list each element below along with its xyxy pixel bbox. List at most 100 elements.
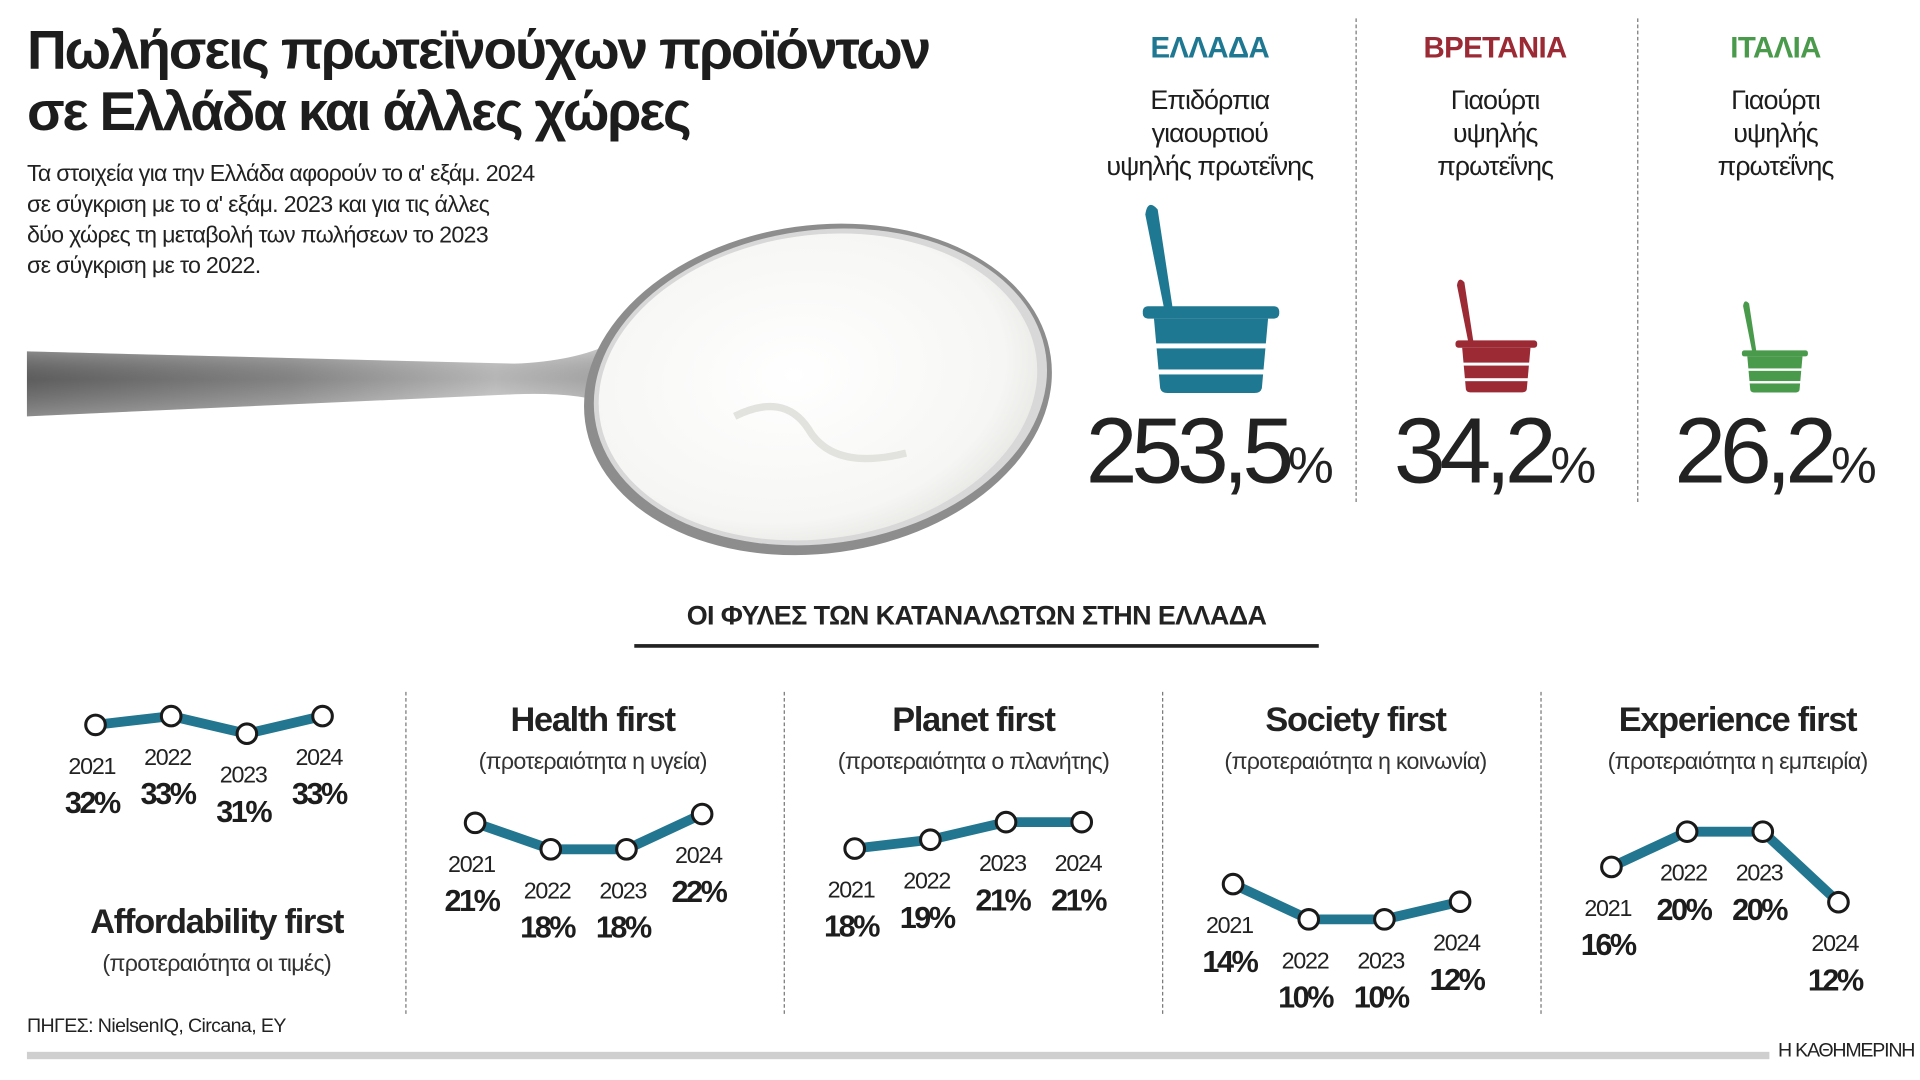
value-label: 32% xyxy=(65,786,121,820)
series-line xyxy=(473,809,705,855)
year-label: 2024 xyxy=(1811,930,1859,956)
chart-subtitle: (προτεραιότητα η υγεία) xyxy=(478,749,708,776)
data-point xyxy=(843,837,867,860)
data-point xyxy=(159,704,183,728)
year-label: 2022 xyxy=(1282,947,1329,973)
data-point xyxy=(615,837,638,861)
title-line: Πωλήσεις πρωτεϊνούχων προϊόντων xyxy=(26,18,931,81)
year-label: 2023 xyxy=(220,762,267,788)
data-point xyxy=(311,704,334,728)
value-number: 34,2 xyxy=(1393,399,1557,504)
value-label: 16% xyxy=(1581,928,1637,962)
country-name: ΕΛΛΑΔΑ xyxy=(1150,31,1270,65)
value-label: 20% xyxy=(1732,893,1788,927)
year-label: 2023 xyxy=(1357,947,1404,973)
data-point xyxy=(919,828,942,852)
year-label: 2024 xyxy=(295,744,343,770)
yogurt-cup-icon xyxy=(1741,301,1808,393)
value-label: 19% xyxy=(900,901,956,935)
value-unit: % xyxy=(1830,435,1877,494)
year-label: 2021 xyxy=(1206,912,1253,938)
desc-line: Γιαούρτι xyxy=(1731,84,1821,116)
data-point xyxy=(235,722,259,746)
value-number: 253,5 xyxy=(1085,399,1294,504)
value-label: 14% xyxy=(1202,945,1258,979)
product-description: Γιαούρτι υψηλής πρωτεΐνης xyxy=(1635,83,1917,182)
section-title: ΟΙ ΦΥΛΕΣ ΤΩΝ ΚΑΤΑΝΑΛΩΤΩΝ ΣΤΗΝ ΕΛΛΑΔΑ xyxy=(634,600,1319,648)
title-line: σε Ελλάδα και άλλες χώρες xyxy=(26,79,692,143)
country-name: ΙΤΑΛΙΑ xyxy=(1730,31,1821,65)
value-label: 12% xyxy=(1808,963,1864,997)
year-label: 2021 xyxy=(68,753,115,779)
subtitle: Τα στοιχεία για την Ελλάδα αφορούν το α'… xyxy=(27,159,664,281)
footer-bar xyxy=(26,1051,1770,1060)
data-point xyxy=(994,810,1018,834)
year-label: 2023 xyxy=(1736,860,1783,886)
value-label: 21% xyxy=(444,884,500,918)
value-label: 33% xyxy=(141,777,197,811)
value-label: 18% xyxy=(596,910,652,944)
series-line xyxy=(854,817,1082,854)
britain-growth-value: 34,2% xyxy=(1354,398,1636,505)
panel-divider xyxy=(1540,691,1542,1014)
column-divider xyxy=(1355,18,1357,503)
chart-title: Society first xyxy=(1265,700,1447,739)
series-line xyxy=(1230,879,1462,925)
country-greece: ΕΛΛΑΔΑ Επιδόρπια γιαουρτιού υψηλής πρωτε… xyxy=(1069,32,1351,183)
chart-title: Experience first xyxy=(1618,700,1858,739)
data-point xyxy=(1448,890,1472,914)
year-label: 2021 xyxy=(828,877,875,903)
brand-logo: Η ΚΑΘΗΜΕΡΙΝΗ xyxy=(1777,1040,1915,1062)
data-point xyxy=(1297,908,1321,931)
italy-growth-value: 26,2% xyxy=(1635,398,1917,505)
value-label: 18% xyxy=(520,910,576,944)
value-label: 22% xyxy=(671,875,727,909)
panel-divider xyxy=(1162,691,1164,1014)
year-label: 2024 xyxy=(1433,930,1481,956)
year-label: 2021 xyxy=(448,851,495,877)
year-label: 2023 xyxy=(599,877,646,903)
data-point xyxy=(690,802,714,826)
data-point xyxy=(1675,820,1699,844)
data-point xyxy=(1373,908,1396,931)
year-label: 2022 xyxy=(903,868,950,894)
chart-subtitle: (προτεραιότητα η εμπειρία) xyxy=(1607,749,1869,776)
value-number: 26,2 xyxy=(1674,399,1837,504)
chart-title: Affordability first xyxy=(90,902,344,941)
year-label: 2022 xyxy=(524,877,571,903)
country-name: ΒΡΕΤΑΝΙΑ xyxy=(1423,31,1568,65)
sources: ΠΗΓΕΣ: NielsenIQ, Circana, EY xyxy=(26,1016,286,1038)
product-description: Γιαούρτι υψηλής πρωτεΐνης xyxy=(1354,83,1636,182)
column-divider xyxy=(1637,18,1639,503)
chart-title: Planet first xyxy=(892,700,1056,739)
desc-line: γιαουρτιού xyxy=(1151,117,1269,149)
series-line xyxy=(94,711,324,739)
subtitle-line: δύο χώρες τη μεταβολή των πωλήσεων το 20… xyxy=(26,222,489,249)
year-label: 2024 xyxy=(675,842,723,868)
subtitle-line: σε σύγκριση με το 2022. xyxy=(26,253,261,280)
chart-title: Health first xyxy=(510,700,676,739)
desc-line: Γιαούρτι xyxy=(1450,84,1541,116)
product-description: Επιδόρπια γιαουρτιού υψηλής πρωτεΐνης xyxy=(1069,83,1351,182)
country-britain: ΒΡΕΤΑΝΙΑ Γιαούρτι υψηλής πρωτεΐνης xyxy=(1354,32,1636,183)
country-italy: ΙΤΑΛΙΑ Γιαούρτι υψηλής πρωτεΐνης xyxy=(1635,32,1917,183)
yogurt-cup-icon xyxy=(1455,279,1538,393)
desc-line: υψηλής xyxy=(1733,117,1818,149)
value-label: 20% xyxy=(1656,893,1712,927)
yogurt-spoon-illustration xyxy=(26,223,1052,556)
series-line xyxy=(1609,826,1842,906)
value-label: 12% xyxy=(1429,963,1485,997)
subtitle-line: σε σύγκριση με το α' εξάμ. 2023 και για … xyxy=(26,192,490,218)
data-point xyxy=(1070,810,1094,834)
value-label: 33% xyxy=(292,777,348,811)
desc-line: πρωτεΐνης xyxy=(1717,150,1835,182)
data-point xyxy=(1600,855,1623,879)
value-label: 21% xyxy=(975,883,1031,917)
value-label: 31% xyxy=(216,795,272,829)
greece-growth-value: 253,5% xyxy=(1069,398,1351,505)
desc-line: Επιδόρπια xyxy=(1150,84,1270,116)
value-label: 18% xyxy=(824,910,880,944)
year-label: 2024 xyxy=(1055,850,1103,876)
